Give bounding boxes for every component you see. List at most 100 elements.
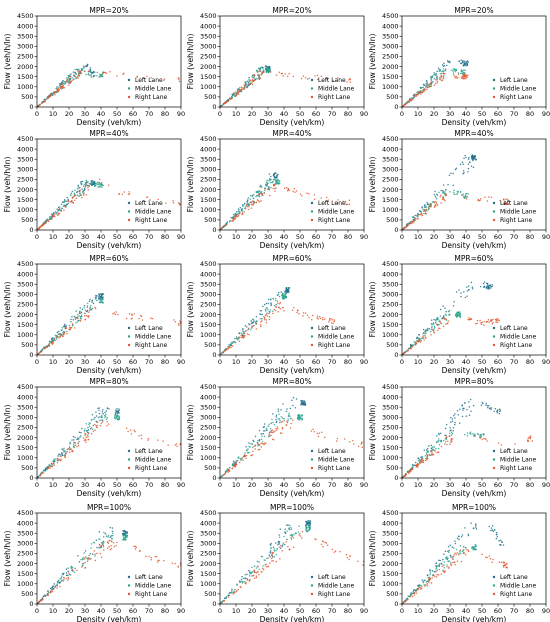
scatter-point: [225, 597, 227, 600]
scatter-point: [444, 191, 446, 193]
x-tick-label: 90: [177, 481, 185, 489]
scatter-point: [267, 308, 269, 311]
scatter-point: [230, 592, 233, 594]
scatter-point: [486, 286, 488, 289]
scatter-point: [428, 445, 430, 447]
scatter-point: [237, 457, 239, 459]
scatter-point: [277, 408, 280, 410]
scatter-point: [228, 344, 230, 346]
scatter-point: [438, 323, 440, 326]
scatter-point: [71, 77, 73, 79]
scatter-point: [402, 353, 404, 355]
scatter-point: [474, 157, 476, 160]
scatter-point: [81, 69, 83, 72]
scatter-point: [286, 420, 288, 422]
scatter-point: [75, 77, 78, 79]
scatter-point: [147, 439, 149, 441]
scatter-point: [60, 455, 62, 457]
x-tick-label: 20: [248, 481, 256, 489]
scatter-point: [466, 435, 469, 437]
legend-marker: [310, 210, 314, 213]
scatter-point: [54, 215, 56, 218]
scatter-point: [230, 346, 232, 349]
x-axis-label: Density (veh/km): [260, 241, 325, 250]
x-tick-label: 90: [360, 607, 368, 615]
scatter-point: [490, 196, 493, 199]
y-tick-label: 3000: [17, 43, 34, 51]
scatter-point: [297, 414, 299, 417]
y-tick-label: 0: [394, 351, 398, 359]
scatter-point: [409, 97, 411, 100]
scatter-point: [76, 316, 79, 318]
scatter-point: [247, 323, 250, 325]
scatter-point: [283, 535, 285, 538]
scatter-point: [404, 474, 407, 477]
scatter-point: [466, 63, 468, 66]
scatter-point: [94, 423, 96, 426]
scatter-point: [114, 417, 117, 420]
x-tick-label: 80: [161, 481, 169, 489]
scatter-point: [111, 537, 113, 540]
scatter-point: [475, 158, 478, 161]
scatter-point: [268, 188, 270, 190]
scatter-point: [464, 547, 467, 549]
scatter-point: [459, 408, 461, 411]
scatter-point: [258, 75, 260, 77]
scatter-point: [318, 315, 321, 318]
y-tick-label: 4000: [17, 145, 34, 153]
scatter-point: [486, 404, 489, 407]
scatter-point: [80, 314, 83, 317]
scatter-point: [430, 582, 433, 584]
scatter-point: [99, 293, 102, 295]
scatter-point: [274, 177, 276, 179]
scatter-point: [467, 550, 470, 553]
scatter-point: [301, 537, 303, 539]
scatter-point: [349, 77, 351, 80]
scatter-point: [115, 311, 117, 313]
legend-label: Right Lane: [135, 94, 168, 101]
y-axis-label: Flow (veh/h/ln): [368, 405, 377, 461]
scatter-point: [86, 306, 89, 308]
scatter-point: [147, 437, 150, 440]
scatter-point: [75, 310, 77, 312]
scatter-point: [463, 63, 465, 65]
y-axis-label: Flow (veh/h/ln): [186, 157, 195, 213]
scatter-point: [466, 295, 468, 297]
scatter-point: [420, 587, 423, 590]
subplot-8: MPR=60%0 10 20 30 40 50 60 70 80 9005001000150020…: [186, 254, 368, 375]
scatter-point: [61, 454, 64, 457]
subplot-15: MPR=100%0 10 20 30 40 50 60 70 80 900500100015002…: [368, 503, 550, 622]
scatter-point: [243, 454, 246, 456]
scatter-point: [290, 417, 292, 419]
scatter-point: [273, 556, 276, 558]
scatter-point: [488, 555, 491, 557]
scatter-point: [425, 333, 427, 335]
x-tick-label: 50: [478, 233, 486, 241]
scatter-point: [98, 416, 101, 418]
scatter-point: [415, 95, 417, 97]
scatter-point: [413, 218, 416, 220]
scatter-point: [61, 579, 63, 581]
scatter-point: [270, 422, 272, 424]
scatter-point: [330, 322, 333, 324]
y-tick-label: 2500: [17, 176, 34, 184]
y-tick-label: 4500: [382, 135, 399, 143]
scatter-point: [242, 459, 244, 461]
scatter-point: [244, 573, 247, 576]
scatter-point: [272, 551, 274, 554]
x-tick-label: 70: [328, 481, 336, 489]
scatter-point: [84, 432, 86, 435]
scatter-point: [455, 315, 457, 317]
legend-label: Left Lane: [500, 200, 528, 207]
scatter-points: [36, 178, 181, 231]
scatter-point: [69, 200, 71, 203]
scatter-point: [278, 418, 281, 420]
scatter-point: [231, 96, 234, 99]
scatter-point: [265, 319, 267, 321]
legend-label: Left Lane: [500, 77, 528, 84]
scatter-point: [109, 70, 111, 73]
x-tick-label: 10: [414, 233, 422, 241]
scatter-point: [80, 312, 82, 314]
scatter-point: [87, 557, 89, 559]
